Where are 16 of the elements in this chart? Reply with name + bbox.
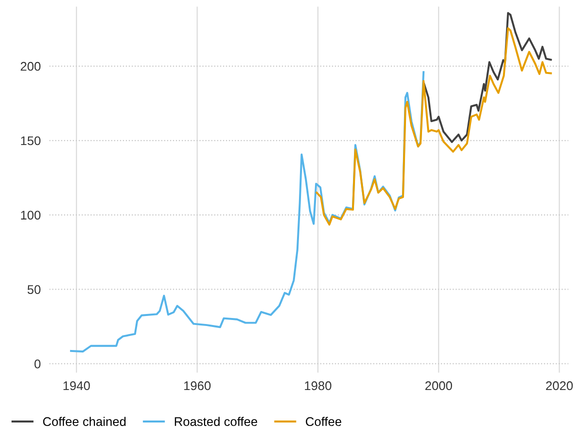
x-tick-label: 1940: [64, 381, 90, 390]
y-tick-label: 50: [28, 285, 40, 294]
x-tick-label: 2000: [425, 381, 452, 390]
line-series: [423, 12, 552, 143]
y-tick-label: 100: [21, 210, 40, 220]
y-tick-label: 150: [21, 136, 40, 146]
x-tick-label: 1960: [184, 381, 211, 390]
line-series: [70, 71, 425, 352]
y-tick-label: 0: [34, 360, 40, 368]
line-series: [316, 27, 552, 226]
x-tick-label: 2020: [546, 381, 573, 390]
legend-label: Coffee: [306, 416, 342, 426]
y-tick-label: 200: [20, 62, 40, 71]
legend-label: Roasted coffee: [174, 416, 258, 426]
x-tick-label: 1980: [304, 381, 332, 390]
legend-label: Coffee chained: [43, 416, 126, 426]
